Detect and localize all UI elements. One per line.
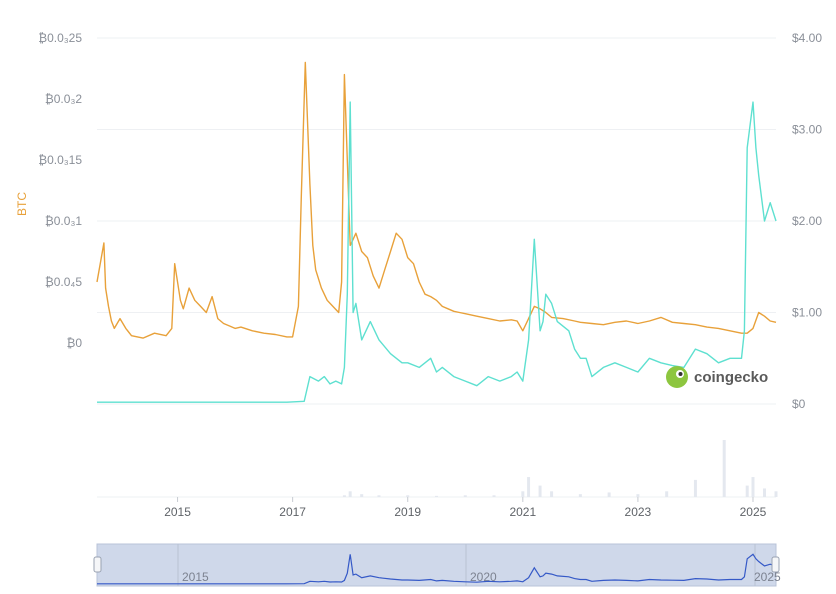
navigator-label: 2015 (182, 570, 209, 584)
volume-bar (492, 495, 496, 497)
volume-bar (774, 491, 778, 497)
x-tick-label: 2025 (740, 505, 767, 519)
volume-bar (607, 492, 611, 497)
right-tick-label: $1.00 (792, 306, 822, 320)
volume-bar (578, 494, 582, 497)
brand-name: coingecko (694, 369, 768, 386)
left-tick-label: ₿0.0₃1 (45, 214, 82, 228)
navigator-line (97, 553, 777, 585)
volume-bar (527, 477, 531, 497)
navigator-selection[interactable] (96, 543, 777, 587)
volume-bar (745, 485, 749, 497)
left-tick-label: ₿0 (66, 336, 82, 350)
volume-bar (550, 491, 554, 497)
volume-bar (693, 479, 697, 497)
volume-bar (406, 495, 410, 497)
right-tick-label: $0 (792, 397, 806, 411)
navigator-right-handle[interactable] (771, 556, 780, 573)
x-tick-label: 2015 (164, 505, 191, 519)
volume-bar (348, 491, 352, 497)
navigator-label: 2020 (470, 570, 497, 584)
gridlines (97, 37, 776, 498)
usd-price-line (97, 101, 777, 403)
right-tick-label: $4.00 (792, 31, 822, 45)
btc-price-line (96, 61, 777, 339)
left-tick-label: ₿0.0₃15 (38, 153, 82, 167)
right-tick-label: $2.00 (792, 214, 822, 228)
right-tick-label: $3.00 (792, 123, 822, 137)
left-axis-label: BTC (15, 192, 29, 216)
left-y-axis: ₿0.0₃25 ₿0.0₃2 ₿0.0₃15 ₿0.0₃1 ₿0.0₄5 ₿0 (38, 31, 82, 350)
coingecko-watermark: coingecko (666, 366, 768, 388)
left-tick-label: ₿0.0₃25 (38, 31, 82, 45)
volume-bar (342, 495, 346, 497)
volume-bar (435, 495, 438, 497)
volume-bar (463, 495, 467, 497)
range-navigator[interactable]: 2015 2020 2025 (93, 543, 781, 587)
volume-bar (751, 477, 755, 497)
left-tick-label: ₿0.0₄5 (45, 275, 82, 289)
coingecko-pupil-icon (678, 372, 683, 376)
volume-bar (636, 494, 640, 497)
volume-bars (342, 440, 778, 497)
left-tick-label: ₿0.0₃2 (45, 92, 82, 106)
navigator-label: 2025 (754, 570, 781, 584)
x-tick-label: 2021 (509, 505, 536, 519)
x-tick-label: 2023 (625, 505, 652, 519)
volume-bar (762, 488, 766, 497)
coingecko-logo-icon (666, 366, 688, 388)
volume-bar (377, 495, 381, 497)
series-lines (96, 61, 777, 403)
right-y-axis: $4.00 $3.00 $2.00 $1.00 $0 (792, 31, 822, 411)
volume-bar (538, 485, 542, 497)
x-axis: 2015 2017 2019 2021 2023 2025 (164, 497, 767, 519)
navigator-left-handle[interactable] (93, 556, 102, 573)
volume-bar (665, 491, 669, 497)
volume-bar (521, 491, 525, 497)
volume-bar (360, 494, 364, 497)
x-tick-label: 2017 (279, 505, 306, 519)
x-tick-label: 2019 (394, 505, 421, 519)
volume-bar (722, 440, 726, 497)
